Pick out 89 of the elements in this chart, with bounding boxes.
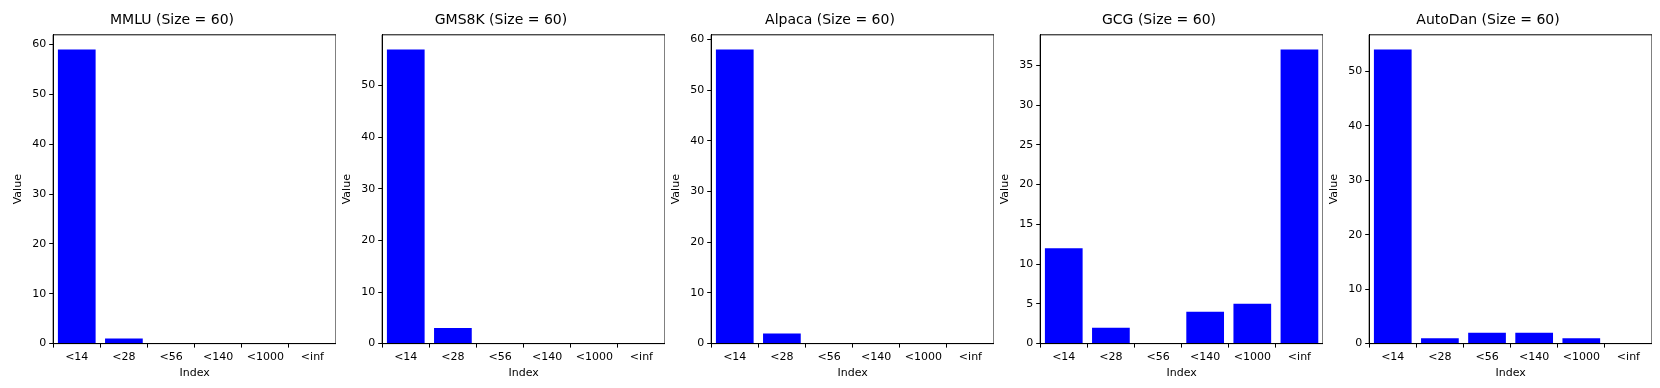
y-tick-label: 60 bbox=[690, 32, 705, 46]
chart-title: MMLU (Size = 60) bbox=[109, 11, 235, 28]
y-tick-label: 20 bbox=[1019, 177, 1034, 191]
chart-title: GMS8K (Size = 60) bbox=[434, 11, 568, 28]
x-tick-label: <140 bbox=[1519, 350, 1550, 364]
y-tick-label: 10 bbox=[1348, 282, 1363, 295]
x-tick-label: <56 bbox=[817, 350, 841, 364]
x-tick-label: <56 bbox=[488, 350, 512, 364]
x-tick-label: <1000 bbox=[904, 350, 942, 364]
bar bbox=[1233, 303, 1272, 344]
bar bbox=[1280, 49, 1319, 344]
y-tick-label: 0 bbox=[368, 336, 376, 350]
y-tick-label: 30 bbox=[690, 184, 705, 198]
x-axis-title: Index bbox=[179, 366, 211, 380]
y-tick-label: 30 bbox=[361, 181, 376, 195]
y-tick-label: 20 bbox=[690, 235, 705, 249]
y-tick-label: 15 bbox=[1019, 217, 1034, 231]
x-tick-label: <inf bbox=[629, 350, 655, 364]
y-tick-label: 50 bbox=[690, 82, 705, 96]
x-tick-label: <inf bbox=[300, 350, 326, 364]
x-tick-label: <14 bbox=[1052, 350, 1076, 364]
x-tick-label: <1000 bbox=[1233, 350, 1271, 364]
y-tick-label: 10 bbox=[361, 284, 376, 298]
y-tick-label: 20 bbox=[32, 236, 47, 250]
x-tick-label: <1000 bbox=[246, 350, 284, 364]
bar bbox=[1092, 327, 1130, 344]
x-tick-label: <1000 bbox=[1562, 350, 1600, 364]
y-tick-label: 20 bbox=[1348, 227, 1363, 241]
x-tick-label: <56 bbox=[159, 350, 183, 364]
x-tick-label: <140 bbox=[203, 350, 234, 364]
bar bbox=[1515, 332, 1554, 344]
y-axis-title: Value bbox=[998, 173, 1012, 205]
y-tick-label: 40 bbox=[361, 130, 376, 144]
bar bbox=[1373, 49, 1412, 344]
y-tick-label: 35 bbox=[1019, 58, 1034, 72]
bar bbox=[1044, 248, 1083, 344]
x-tick-label: <56 bbox=[1475, 350, 1499, 364]
y-tick-label: 30 bbox=[1348, 173, 1363, 187]
x-axis-title: Index bbox=[508, 366, 540, 380]
y-axis-title: Value bbox=[1327, 173, 1341, 205]
y-tick-label: 60 bbox=[32, 37, 47, 51]
x-tick-label: <28 bbox=[1099, 350, 1123, 364]
y-tick-label: 5 bbox=[1026, 296, 1034, 310]
y-tick-label: 20 bbox=[361, 233, 376, 247]
y-tick-label: 0 bbox=[697, 336, 705, 350]
y-tick-label: 10 bbox=[690, 285, 705, 299]
x-tick-label: <14 bbox=[1381, 350, 1405, 364]
x-tick-label: <14 bbox=[723, 350, 747, 364]
chart-title: GCG (Size = 60) bbox=[1101, 11, 1217, 28]
x-tick-label: <140 bbox=[532, 350, 563, 364]
y-tick-label: 40 bbox=[690, 133, 705, 147]
bar bbox=[1186, 311, 1225, 344]
x-tick-label: <28 bbox=[1428, 350, 1452, 364]
y-axis-title: Value bbox=[11, 173, 25, 205]
x-tick-label: <14 bbox=[65, 350, 89, 364]
y-tick-label: 25 bbox=[1019, 137, 1034, 151]
chart-title: AutoDan (Size = 60) bbox=[1416, 11, 1560, 28]
x-axis-title: Index bbox=[837, 366, 869, 380]
y-tick-label: 30 bbox=[32, 186, 47, 200]
y-tick-label: 40 bbox=[1348, 118, 1363, 132]
y-tick-label: 0 bbox=[39, 336, 47, 350]
bar bbox=[1562, 338, 1601, 344]
y-tick-label: 30 bbox=[1019, 98, 1034, 111]
y-tick-label: 10 bbox=[1019, 256, 1034, 270]
y-tick-label: 40 bbox=[32, 137, 47, 151]
x-tick-label: <140 bbox=[1190, 350, 1221, 364]
x-tick-label: <inf bbox=[1616, 350, 1642, 364]
x-tick-label: <14 bbox=[394, 350, 418, 364]
x-tick-label: <140 bbox=[861, 350, 892, 364]
bar bbox=[1468, 332, 1506, 344]
x-tick-label: <56 bbox=[1146, 350, 1170, 364]
x-tick-label: <inf bbox=[1287, 350, 1313, 364]
bar bbox=[1421, 338, 1459, 344]
y-axis-title: Value bbox=[340, 173, 354, 205]
x-tick-label: <1000 bbox=[575, 350, 613, 364]
x-tick-label: <28 bbox=[441, 350, 465, 364]
x-tick-label: <28 bbox=[770, 350, 794, 364]
x-axis-title: Index bbox=[1495, 366, 1527, 380]
y-tick-label: 10 bbox=[32, 286, 47, 300]
y-tick-label: 0 bbox=[1026, 336, 1034, 350]
y-tick-label: 0 bbox=[1355, 336, 1363, 350]
y-tick-label: 50 bbox=[361, 78, 376, 92]
x-tick-label: <inf bbox=[958, 350, 984, 364]
x-axis-title: Index bbox=[1166, 366, 1198, 380]
x-tick-label: <28 bbox=[112, 350, 136, 364]
chart-title: Alpaca (Size = 60) bbox=[765, 11, 895, 28]
y-axis-title: Value bbox=[669, 173, 683, 205]
y-tick-label: 50 bbox=[1348, 64, 1363, 78]
y-tick-label: 50 bbox=[32, 87, 47, 101]
